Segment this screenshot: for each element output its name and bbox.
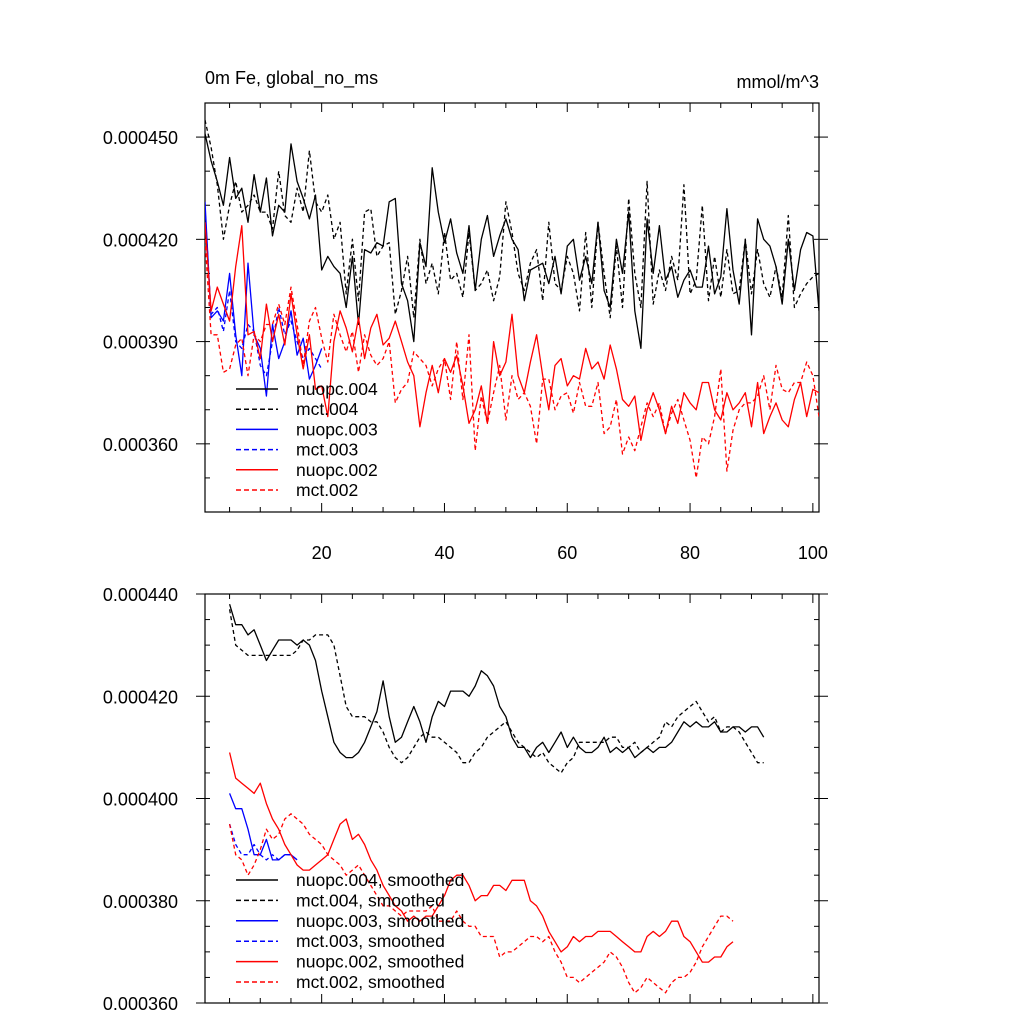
top-chart-units: mmol/m^3	[737, 72, 819, 92]
top-x-tick-label: 100	[798, 543, 828, 563]
series-line-nuopc-003-smoothed	[228, 793, 298, 861]
series-line-mct-003-smoothed	[228, 823, 298, 861]
legend-label-mct-003: mct.003	[296, 440, 358, 460]
legend-label-mct-002-smoothed: mct.002, smoothed	[296, 972, 445, 992]
legend-label-nuopc-003-smoothed: nuopc.003, smoothed	[296, 911, 464, 931]
series-line-nuopc-004	[205, 133, 819, 350]
series-line-mct-002-smoothed	[228, 813, 734, 994]
top-y-tick-label: 0.000360	[103, 435, 178, 455]
legend-label-nuopc-002-smoothed: nuopc.002, smoothed	[296, 952, 464, 972]
legend-label-mct-002: mct.002	[296, 480, 358, 500]
bottom-y-tick-label: 0.000360	[103, 994, 178, 1014]
top-series-group	[205, 119, 819, 479]
top-chart-panel: 0m Fe, global_no_ms mmol/m^3 20 40 60 80 100…	[103, 68, 828, 563]
series-line-mct-004-smoothed	[228, 609, 764, 774]
top-x-tick-label: 80	[680, 543, 700, 563]
legend-label-nuopc-004-smoothed: nuopc.004, smoothed	[296, 870, 464, 890]
legend-label-mct-004-smoothed: mct.004, smoothed	[296, 890, 445, 910]
series-line-mct-004	[205, 119, 819, 319]
legend-label-nuopc-004: nuopc.004	[296, 379, 378, 399]
bottom-y-tick-label: 0.000400	[103, 790, 178, 810]
legend-label-mct-004: mct.004	[296, 399, 359, 419]
series-line-nuopc-002-smoothed	[228, 752, 734, 963]
top-x-tick-label: 60	[557, 543, 577, 563]
top-x-tick-label: 40	[434, 543, 454, 563]
top-chart-title: 0m Fe, global_no_ms	[205, 68, 378, 89]
legend-label-mct-003-smoothed: mct.003, smoothed	[296, 931, 445, 951]
top-y-tick-label: 0.000420	[103, 230, 178, 250]
bottom-series-group	[228, 604, 765, 994]
legend-label-nuopc-003: nuopc.003	[296, 419, 378, 439]
series-line-nuopc-002	[205, 222, 819, 442]
legend-label-nuopc-002: nuopc.002	[296, 460, 378, 480]
top-y-tick-label: 0.000450	[103, 128, 178, 148]
top-y-tick-label: 0.000390	[103, 333, 178, 353]
bottom-chart-panel: 0.000440 0.000420 0.000400 0.000380 0.000360…	[103, 585, 828, 1014]
bottom-y-tick-label: 0.000380	[103, 892, 178, 912]
bottom-y-tick-label: 0.000440	[103, 585, 178, 605]
top-x-tick-label: 20	[312, 543, 332, 563]
bottom-y-tick-label: 0.000420	[103, 687, 178, 707]
series-line-nuopc-003	[205, 201, 323, 397]
series-line-nuopc-004-smoothed	[228, 604, 765, 759]
series-line-mct-002	[205, 239, 819, 479]
